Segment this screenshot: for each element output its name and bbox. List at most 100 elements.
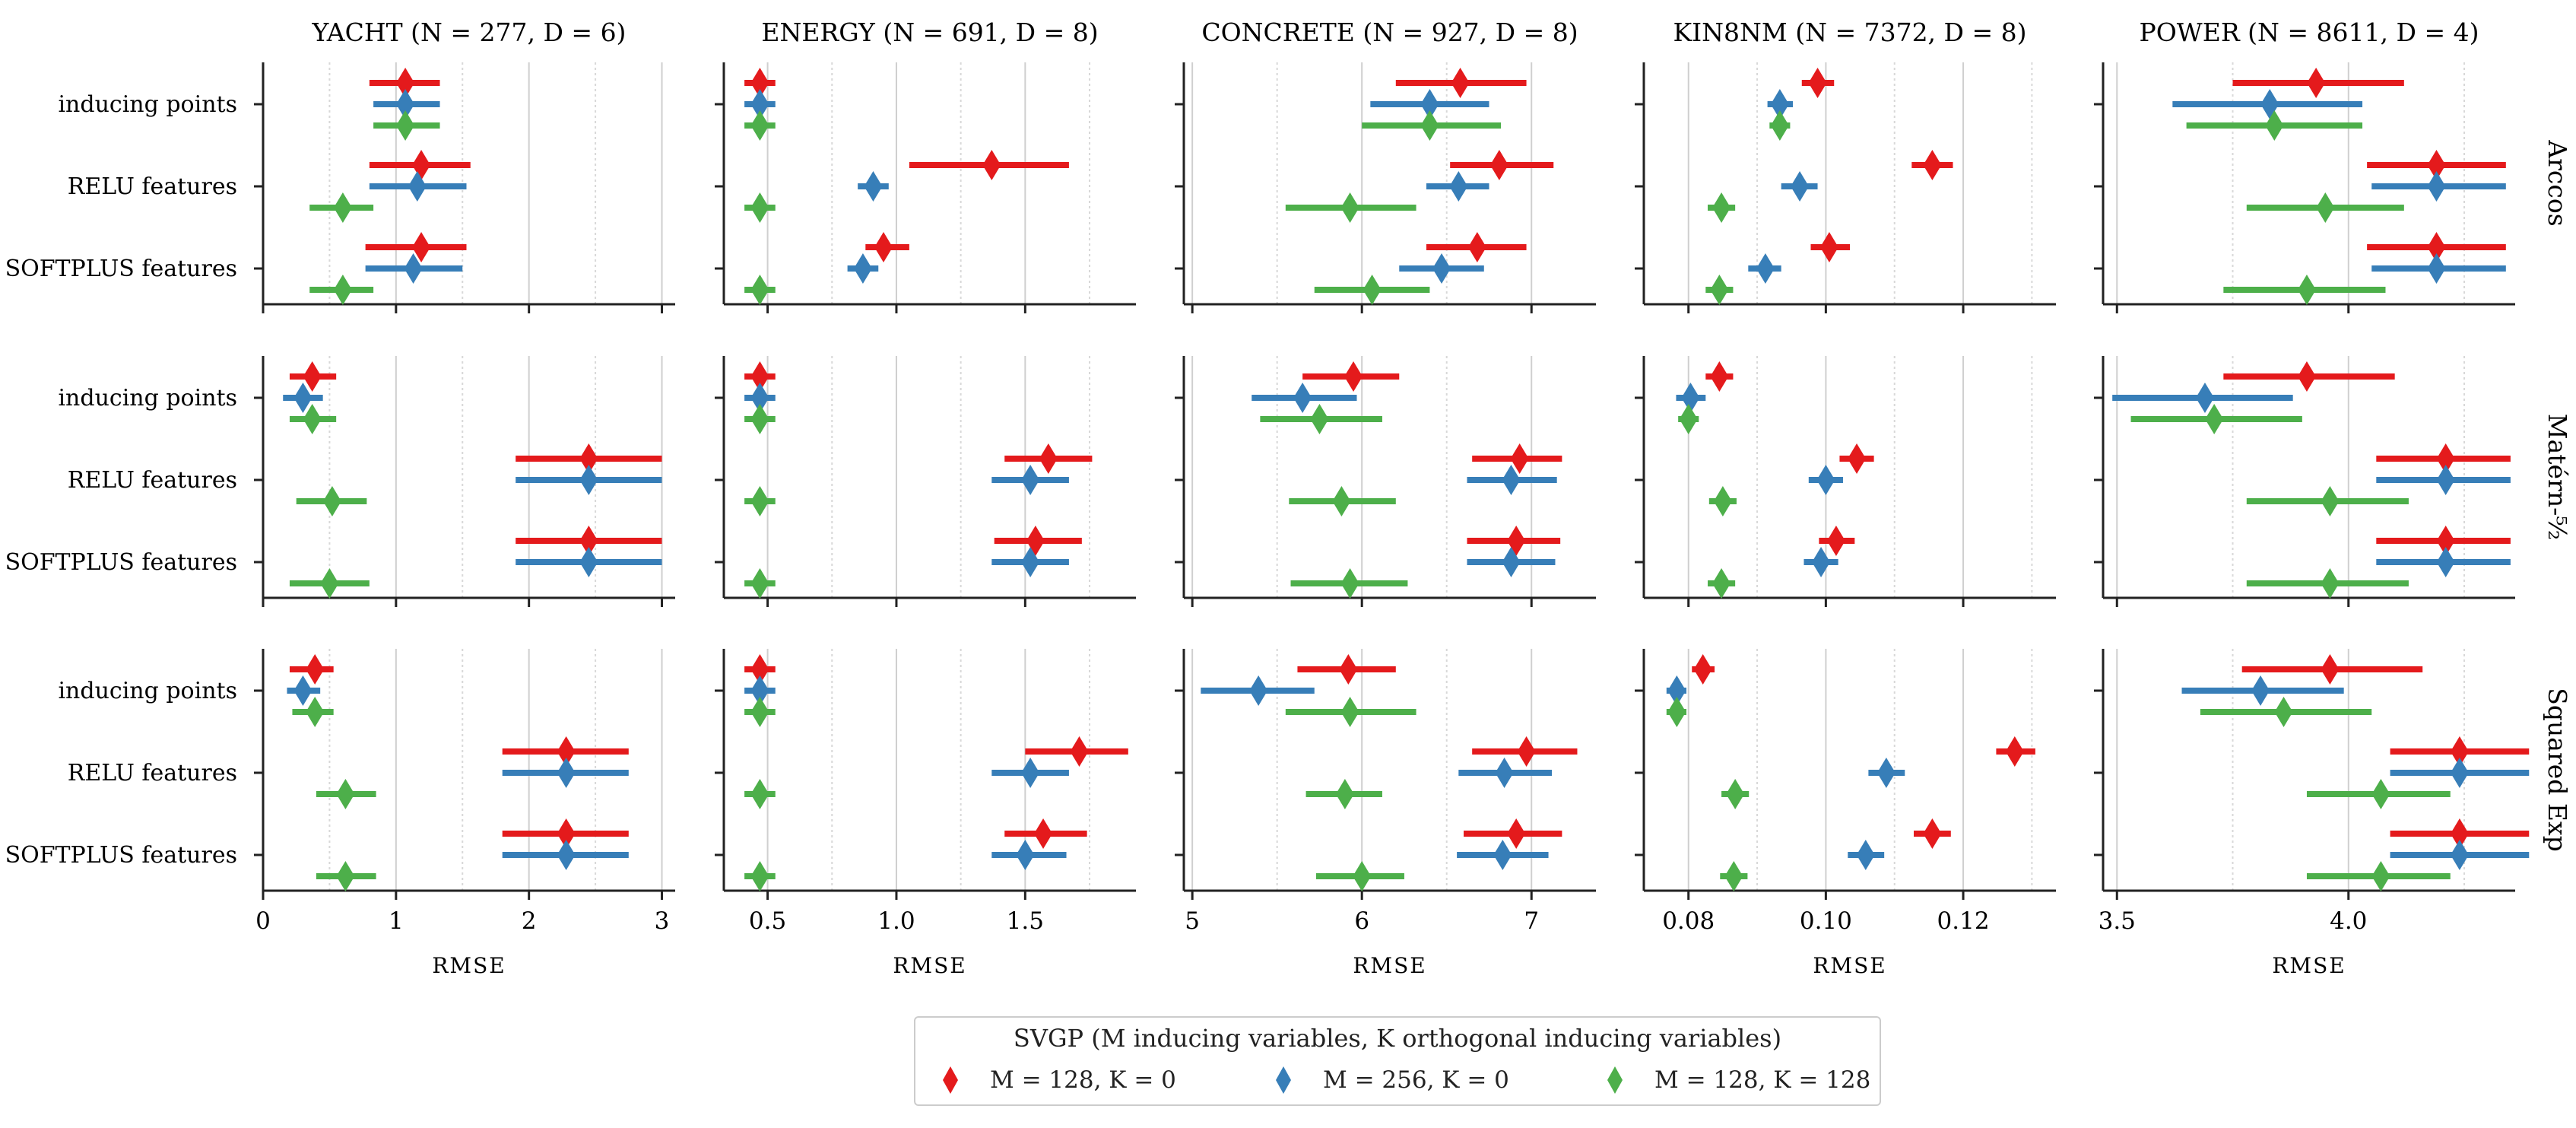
mean-marker xyxy=(1353,861,1372,891)
mean-marker xyxy=(1770,110,1789,141)
panel-r1-c0: inducing points RELU features SOFTPLUS fea… xyxy=(5,356,675,607)
panel-title-3: KIN8NM (N = 7372, D = 8) xyxy=(1673,17,2026,47)
mean-marker xyxy=(306,654,325,685)
mean-marker xyxy=(2321,486,2340,516)
panel-r0-c1 xyxy=(715,62,1136,313)
mean-marker xyxy=(1517,736,1536,767)
mean-marker xyxy=(2427,171,2446,202)
mean-marker xyxy=(1340,568,1359,599)
mean-marker xyxy=(874,232,893,262)
mean-marker xyxy=(1848,443,1867,474)
mean-marker xyxy=(1344,361,1363,392)
mean-marker xyxy=(750,110,769,141)
mean-marker xyxy=(750,192,769,223)
mean-marker xyxy=(579,547,598,577)
legend: SVGP (M inducing variables, K orthogonal… xyxy=(914,1016,1881,1106)
mean-marker xyxy=(1819,232,1838,262)
mean-marker xyxy=(2427,253,2446,284)
legend-item-m128-k0: M = 128, K = 0 xyxy=(941,1065,1176,1095)
mean-marker xyxy=(1420,110,1439,141)
mean-marker xyxy=(750,654,769,685)
panel-title-2: CONCRETE (N = 927, D = 8) xyxy=(1201,17,1578,47)
mean-marker xyxy=(1021,465,1040,495)
mean-marker xyxy=(982,150,1001,180)
legend-label: M = 256, K = 0 xyxy=(1323,1066,1509,1094)
mean-marker xyxy=(1713,486,1732,516)
x-tick-label: 1.0 xyxy=(877,907,915,935)
mean-marker xyxy=(1467,232,1486,262)
mean-marker xyxy=(1712,568,1731,599)
x-tick-label: 0.08 xyxy=(1662,907,1715,935)
mean-marker xyxy=(1420,89,1439,119)
mean-marker xyxy=(1681,383,1700,413)
mean-marker xyxy=(2195,383,2214,413)
mean-marker xyxy=(1756,253,1775,284)
mean-marker xyxy=(1495,758,1514,788)
mean-marker xyxy=(1489,150,1508,180)
mean-marker xyxy=(408,171,427,202)
legend-diamond-icon-blue xyxy=(1276,1066,1291,1094)
mean-marker xyxy=(1826,526,1845,556)
mean-marker xyxy=(2427,232,2446,262)
x-tick-label: 0.5 xyxy=(749,907,786,935)
mean-marker xyxy=(412,232,431,262)
kernel-label-1: Matérn-⁵⁄₂ xyxy=(2543,414,2572,540)
panel-r1-c1 xyxy=(715,356,1136,607)
row-label-2: SOFTPLUS features xyxy=(5,549,237,576)
mean-marker xyxy=(557,758,576,788)
kernel-label-0: Arccos xyxy=(2543,139,2572,226)
mean-marker xyxy=(1451,68,1470,98)
panel-title-4: POWER (N = 8611, D = 4) xyxy=(2140,17,2479,47)
mean-marker xyxy=(1710,361,1729,392)
panel-r2-c0: inducing points RELU features SOFTPLUS fea… xyxy=(5,649,675,978)
x-tick-label: 0.12 xyxy=(1937,907,1990,935)
mean-marker xyxy=(404,253,423,284)
mean-marker xyxy=(333,275,352,305)
row-label-0: inducing points xyxy=(58,91,237,118)
mean-marker xyxy=(2371,779,2390,809)
mean-marker xyxy=(2427,150,2446,180)
mean-marker xyxy=(750,486,769,516)
mean-marker xyxy=(303,361,322,392)
mean-marker xyxy=(1816,465,1835,495)
mean-marker xyxy=(1021,547,1040,577)
mean-marker xyxy=(2297,361,2316,392)
mean-marker xyxy=(293,675,312,706)
mean-marker xyxy=(1340,697,1359,727)
mean-marker xyxy=(750,361,769,392)
mean-marker xyxy=(333,192,352,223)
panel-r0-c0: inducing points RELU features SOFTPLUS fea… xyxy=(5,62,675,313)
panel-r1-c3 xyxy=(1635,356,2056,607)
mean-marker xyxy=(1310,404,1329,434)
legend-label: M = 128, K = 0 xyxy=(990,1066,1176,1094)
row-label-1: RELU features xyxy=(68,173,237,200)
mean-marker xyxy=(2251,675,2270,706)
mean-marker xyxy=(1923,150,1942,180)
x-tick-label: 7 xyxy=(1524,907,1539,935)
mean-marker xyxy=(864,171,883,202)
x-axis-label: RMSE xyxy=(1813,953,1886,978)
mean-marker xyxy=(1679,404,1698,434)
mean-marker xyxy=(1724,861,1743,891)
x-tick-label: 3.5 xyxy=(2099,907,2136,935)
legend-diamond-icon-red xyxy=(943,1066,958,1094)
mean-marker xyxy=(1502,547,1521,577)
mean-marker xyxy=(1507,818,1526,849)
mean-marker xyxy=(1039,443,1058,474)
panel-r0-c2 xyxy=(1175,62,1596,313)
panel-r2-c2: 5 6 7 RMSE xyxy=(1175,649,1596,978)
x-tick-label: 5 xyxy=(1185,907,1200,935)
mean-marker xyxy=(396,110,415,141)
x-tick-label: 1.5 xyxy=(1007,907,1044,935)
legend-item-m128-k128: M = 128, K = 128 xyxy=(1606,1065,1870,1095)
mean-marker xyxy=(293,383,312,413)
mean-marker xyxy=(1923,818,1942,849)
x-tick-label: 1 xyxy=(389,907,404,935)
mean-marker xyxy=(1339,654,1358,685)
mean-marker xyxy=(2307,68,2326,98)
mean-marker xyxy=(750,68,769,98)
mean-marker xyxy=(1710,275,1729,305)
x-axis-label: RMSE xyxy=(2272,953,2346,978)
panel-r2-c4: 3.5 4.0 RMSE Squared Exp xyxy=(2094,649,2572,978)
